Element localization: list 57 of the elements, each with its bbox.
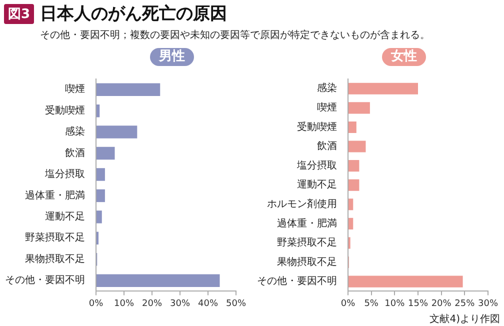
- chart-title: 男性: [150, 48, 194, 66]
- y-tick-label: その他・要因不明: [257, 275, 337, 288]
- x-tick-label: 20%: [431, 298, 452, 309]
- bar: [348, 102, 370, 114]
- chart-title: 女性: [382, 48, 426, 66]
- y-tick-label: その他・要因不明: [5, 274, 85, 286]
- x-tick-label: 20%: [142, 298, 162, 309]
- caption: 図3: [4, 4, 34, 24]
- y-tick-label: 受動喫煙: [297, 120, 337, 133]
- bar: [96, 126, 138, 138]
- x-tick-label: 30%: [170, 298, 190, 309]
- bar: [348, 140, 366, 152]
- bar: [96, 189, 105, 202]
- y-tick-label: 受動喫煙: [45, 104, 85, 116]
- bar: [96, 146, 115, 160]
- x-tick-label: 5%: [364, 298, 379, 309]
- bar: [96, 83, 160, 96]
- bar: [348, 218, 354, 230]
- bar: [96, 104, 100, 118]
- y-tick-label: 喫煙: [317, 102, 337, 114]
- bar: [348, 160, 360, 172]
- y-tick-label: 果物摂取不足: [25, 252, 85, 265]
- y-tick-label: 過体重・肥満: [277, 217, 337, 230]
- y-tick-label: ホルモン剤使用: [267, 198, 337, 210]
- bar: [348, 179, 360, 191]
- text: 日本人のがん死亡の原因: [40, 3, 227, 25]
- bar: [96, 168, 105, 181]
- x-tick-label: 15%: [408, 298, 428, 309]
- bar: [348, 198, 354, 210]
- y-tick-label: 飲酒: [65, 146, 85, 159]
- text: その他・要因不明；複数の要因や未知の要因等で原因が特定できないものが含まれる。: [40, 28, 430, 42]
- bar: [96, 210, 102, 224]
- y-tick-label: 過体重・肥満: [25, 189, 85, 202]
- x-tick-label: 50%: [226, 298, 246, 309]
- y-tick-label: 感染: [317, 82, 337, 94]
- y-tick-label: 野菜摂取不足: [25, 232, 85, 244]
- text: 文献4)より作図: [430, 312, 500, 326]
- y-tick-label: 運動不足: [297, 178, 337, 191]
- y-tick-label: 飲酒: [317, 140, 337, 152]
- x-tick-label: 0%: [88, 298, 104, 309]
- bar: [348, 82, 418, 94]
- x-tick-label: 30%: [478, 298, 498, 309]
- y-tick-label: 運動不足: [45, 210, 85, 223]
- x-tick-label: 25%: [454, 298, 476, 309]
- bar: [348, 276, 463, 288]
- y-tick-label: 塩分摂取: [296, 159, 337, 172]
- x-tick-label: 40%: [198, 298, 218, 309]
- x-tick-label: 0%: [340, 298, 356, 309]
- x-tick-label: 10%: [384, 298, 406, 309]
- y-tick-label: 感染: [65, 126, 85, 138]
- y-tick-label: 野菜摂取不足: [277, 236, 337, 249]
- y-tick-label: 喫煙: [65, 83, 85, 96]
- bar: [348, 121, 356, 134]
- y-tick-label: 果物摂取不足: [277, 256, 337, 268]
- bar: [96, 274, 220, 287]
- y-tick-label: 塩分摂取: [44, 168, 85, 180]
- x-tick-label: 10%: [114, 298, 134, 309]
